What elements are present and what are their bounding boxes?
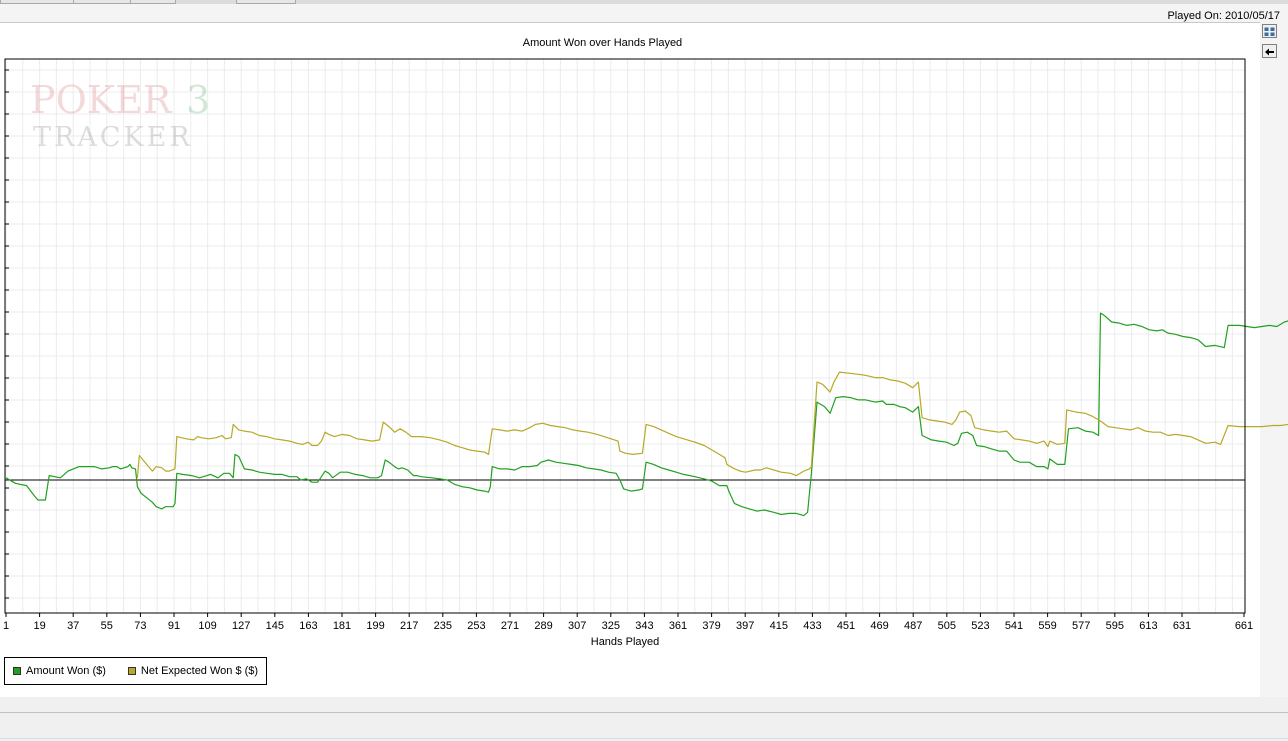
x-tick-label: 379 xyxy=(702,620,720,632)
series-line-amount-won xyxy=(5,312,1288,517)
y-axis-ticks xyxy=(5,69,9,599)
watermark-line1: POKER xyxy=(30,78,173,122)
x-tick-label: 127 xyxy=(232,620,250,632)
x-tick-label: 55 xyxy=(101,620,113,632)
legend: Amount Won ($) Net Expected Won $ ($) xyxy=(4,657,268,685)
legend-item-amount-won: Amount Won ($) xyxy=(13,665,106,677)
x-tick-label: 613 xyxy=(1139,620,1157,632)
back-button[interactable] xyxy=(1262,44,1277,58)
x-tick-label: 235 xyxy=(434,620,452,632)
x-tick-label: 577 xyxy=(1072,620,1090,632)
fit-to-window-icon xyxy=(1264,27,1275,36)
legend-item-net-expected: Net Expected Won $ ($) xyxy=(127,665,259,677)
x-axis-ticks: 1 19 37 55 73 91 109 127 145 163 181 199 217 235 253 27… xyxy=(3,613,1253,632)
x-tick-label: 469 xyxy=(870,620,888,632)
x-tick-label: 559 xyxy=(1038,620,1056,632)
x-tick-label: 163 xyxy=(299,620,317,632)
grid-lines xyxy=(5,59,1245,613)
series-line-net-expected-won xyxy=(136,371,1288,478)
chart-title: Amount Won over Hands Played xyxy=(522,37,683,49)
status-divider-2 xyxy=(0,738,1288,739)
x-tick-label: 361 xyxy=(669,620,687,632)
legend-label-amount-won: Amount Won ($) xyxy=(26,665,106,677)
tab-4[interactable] xyxy=(236,0,296,4)
x-tick-label: 307 xyxy=(568,620,586,632)
x-tick-label: 145 xyxy=(266,620,284,632)
x-tick-label: 1 xyxy=(3,620,9,632)
x-tick-label: 433 xyxy=(803,620,821,632)
x-tick-label: 19 xyxy=(33,620,45,632)
x-tick-label: 217 xyxy=(400,620,418,632)
fit-to-window-button[interactable] xyxy=(1262,24,1277,38)
x-tick-label: 523 xyxy=(971,620,989,632)
tab-3[interactable] xyxy=(130,0,176,4)
x-tick-label: 325 xyxy=(602,620,620,632)
x-tick-label: 91 xyxy=(168,620,180,632)
x-tick-label: 289 xyxy=(534,620,552,632)
x-tick-label: 451 xyxy=(837,620,855,632)
x-tick-label: 631 xyxy=(1173,620,1191,632)
pokertracker-watermark: POKER 3 TRACKER xyxy=(30,78,210,153)
x-tick-label: 541 xyxy=(1005,620,1023,632)
back-arrow-icon xyxy=(1265,48,1274,55)
status-divider xyxy=(0,712,1288,713)
x-tick-label: 109 xyxy=(198,620,216,632)
x-tick-label: 505 xyxy=(938,620,956,632)
plot-frame xyxy=(4,58,1246,614)
legend-swatch-net-expected xyxy=(127,667,136,675)
watermark-line2: TRACKER xyxy=(33,122,193,153)
x-tick-label: 271 xyxy=(501,620,519,632)
x-tick-label: 415 xyxy=(770,620,788,632)
status-area xyxy=(0,697,1288,741)
series-lines xyxy=(5,312,1288,517)
x-tick-label: 487 xyxy=(904,620,922,632)
x-tick-label: 199 xyxy=(366,620,384,632)
x-tick-label: 343 xyxy=(635,620,653,632)
legend-label-net-expected: Net Expected Won $ ($) xyxy=(140,665,259,677)
legend-swatch-amount-won xyxy=(13,667,21,675)
played-on-date: Played On: 2010/05/17 xyxy=(1167,10,1280,22)
x-axis-label: Hands Played xyxy=(590,636,660,648)
x-tick-label: 37 xyxy=(67,620,79,632)
x-tick-label: 661 xyxy=(1235,620,1253,632)
watermark-digit: 3 xyxy=(186,78,210,122)
x-tick-label: 397 xyxy=(736,620,754,632)
tab-strip xyxy=(0,0,1288,4)
x-tick-label: 181 xyxy=(333,620,351,632)
info-bar: Played On: 2010/05/17 xyxy=(0,4,1288,22)
x-tick-label: 595 xyxy=(1106,620,1124,632)
x-tick-label: 253 xyxy=(467,620,485,632)
x-tick-label: 73 xyxy=(134,620,146,632)
chart-toolbar xyxy=(1260,22,1288,697)
